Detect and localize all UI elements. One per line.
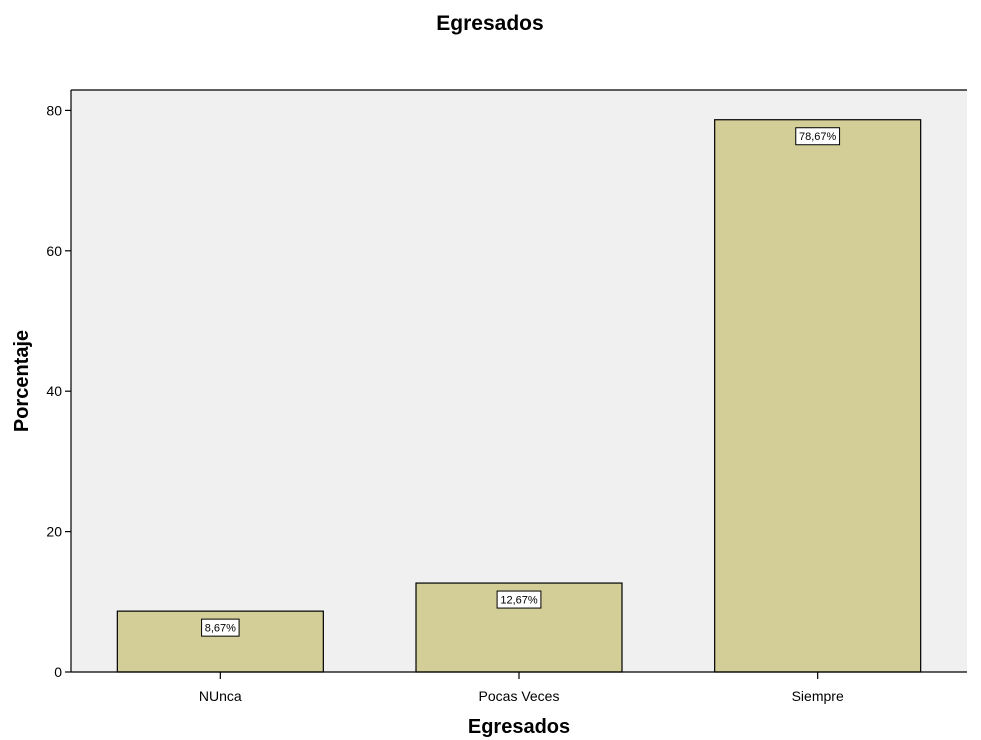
x-tick-label: Siempre	[792, 688, 844, 704]
x-axis-title: Egresados	[468, 716, 570, 738]
y-tick-label: 20	[46, 524, 62, 540]
y-tick-label: 40	[46, 383, 62, 399]
data-label-box	[496, 590, 542, 609]
data-label-box	[795, 127, 841, 146]
bars-group: 8,67% 12,67% 78,67%	[116, 119, 922, 673]
y-tick-label: 60	[46, 243, 62, 259]
y-tick-label: 80	[46, 102, 62, 118]
bar	[714, 119, 922, 673]
data-label: 12,67%	[500, 595, 538, 607]
chart-title: Egresados	[436, 12, 543, 35]
x-tick-label: Pocas Veces	[479, 688, 560, 704]
y-axis-title: Porcentaje	[11, 330, 33, 432]
data-label-box	[201, 618, 240, 637]
data-label: 78,67%	[799, 131, 837, 143]
y-tick-label: 0	[54, 664, 62, 680]
x-tick-label: NUnca	[199, 688, 242, 704]
x-ticks-group: NUnca Pocas Veces Siempre	[199, 672, 844, 704]
y-ticks-group: 0 20 40 60 80	[46, 102, 71, 680]
data-label: 8,67%	[205, 623, 236, 635]
